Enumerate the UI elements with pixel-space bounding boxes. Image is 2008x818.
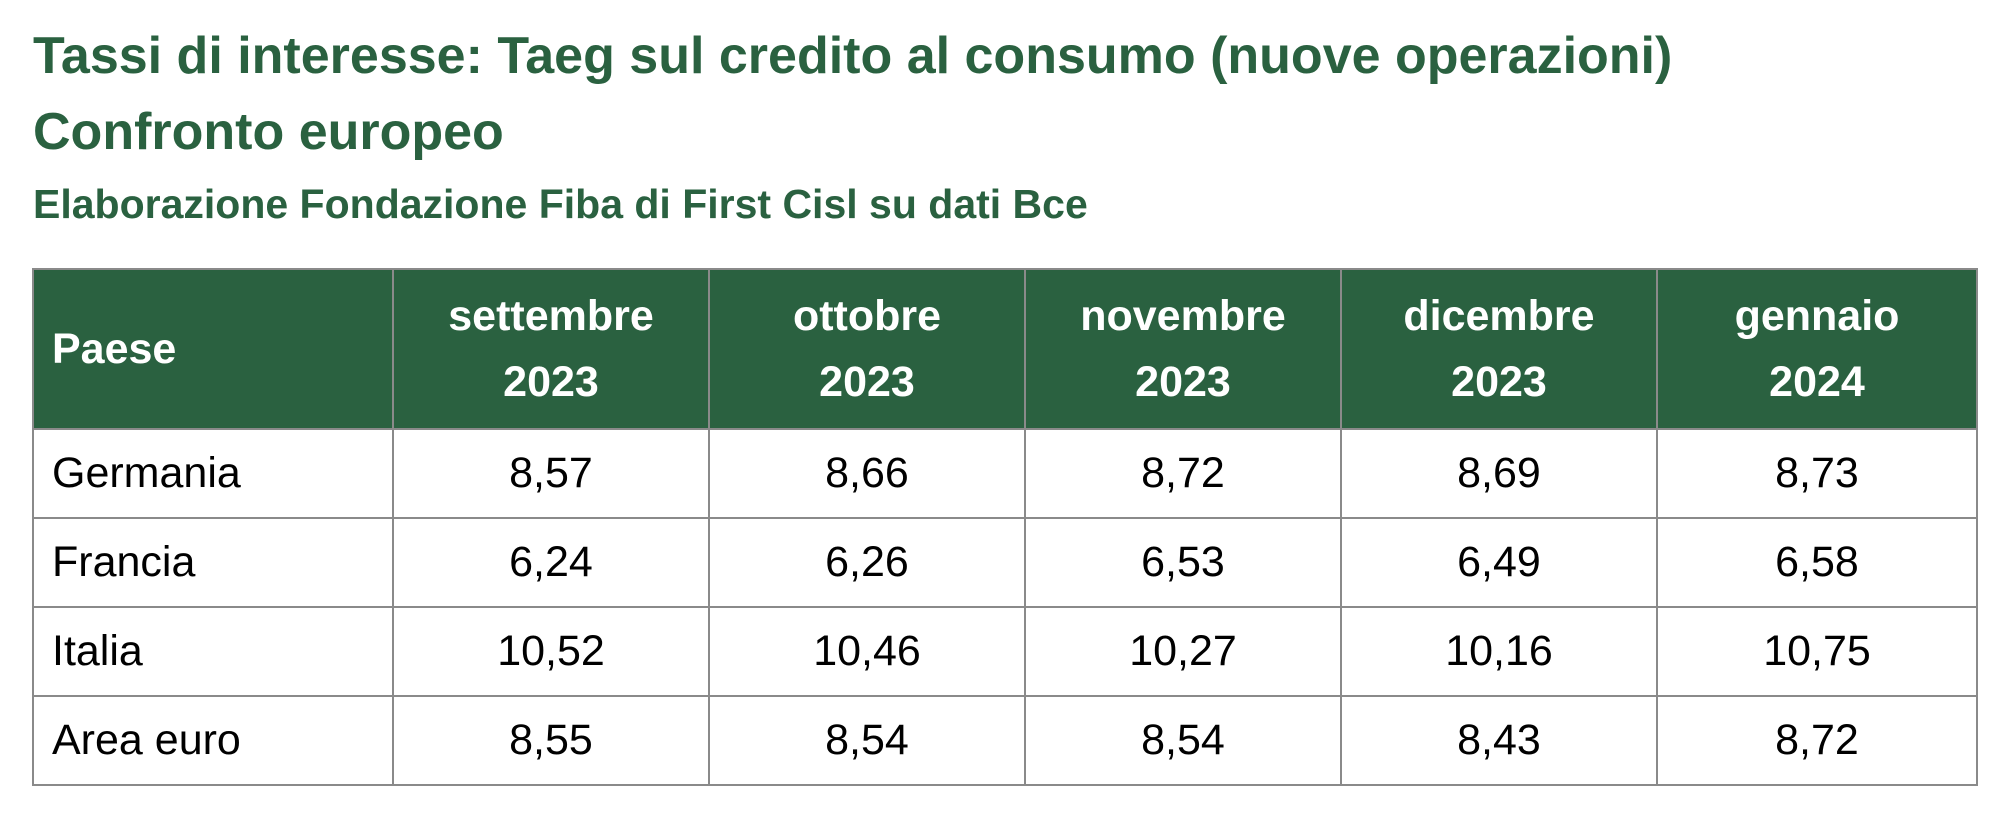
- value-cell: 8,72: [1024, 428, 1342, 519]
- header-year: 2023: [819, 358, 915, 406]
- country-cell: Francia: [32, 517, 394, 608]
- country-cell: Germania: [32, 428, 394, 519]
- value-cell: 10,27: [1024, 606, 1342, 697]
- country-cell: Italia: [32, 606, 394, 697]
- header-col-3: novembre 2023: [1024, 268, 1342, 430]
- value-cell: 6,53: [1024, 517, 1342, 608]
- value-cell: 6,58: [1656, 517, 1978, 608]
- header-col-2: ottobre 2023: [708, 268, 1026, 430]
- country-cell: Area euro: [32, 695, 394, 786]
- table-row-italia: Italia 10,52 10,46 10,27 10,16 10,75: [32, 606, 1978, 697]
- header-col-4: dicembre 2023: [1340, 268, 1658, 430]
- header-month: ottobre: [792, 292, 942, 340]
- header-col-5: gennaio 2024: [1656, 268, 1978, 430]
- value-cell: 8,54: [1024, 695, 1342, 786]
- header-row: Paese settembre 2023 ottobre 2023 novemb…: [32, 268, 1978, 430]
- value-cell: 8,43: [1340, 695, 1658, 786]
- value-cell: 8,69: [1340, 428, 1658, 519]
- header-month: dicembre: [1403, 292, 1595, 340]
- value-cell: 10,46: [708, 606, 1026, 697]
- value-cell: 8,72: [1656, 695, 1978, 786]
- page-title-line-1: Tassi di interesse: Taeg sul credito al …: [33, 27, 1673, 85]
- table-row-francia: Francia 6,24 6,26 6,53 6,49 6,58: [32, 517, 1978, 608]
- value-cell: 8,57: [392, 428, 710, 519]
- title-block: Tassi di interesse: Taeg sul credito al …: [33, 18, 1672, 234]
- interest-rate-table: Paese settembre 2023 ottobre 2023 novemb…: [32, 268, 1978, 786]
- table-row-germania: Germania 8,57 8,66 8,72 8,69 8,73: [32, 428, 1978, 519]
- value-cell: 8,73: [1656, 428, 1978, 519]
- value-cell: 10,16: [1340, 606, 1658, 697]
- header-month: novembre: [1080, 292, 1286, 340]
- value-cell: 6,26: [708, 517, 1026, 608]
- header-year: 2024: [1769, 358, 1865, 406]
- header-year: 2023: [1135, 358, 1231, 406]
- header-country: Paese: [32, 268, 394, 430]
- header-year: 2023: [1451, 358, 1547, 406]
- header-year: 2023: [503, 358, 599, 406]
- table-header: Paese settembre 2023 ottobre 2023 novemb…: [32, 268, 1978, 430]
- page-title-line-2: Confronto europeo: [33, 103, 504, 161]
- value-cell: 6,24: [392, 517, 710, 608]
- value-cell: 8,55: [392, 695, 710, 786]
- header-month: settembre: [448, 292, 654, 340]
- table-row-area-euro: Area euro 8,55 8,54 8,54 8,43 8,72: [32, 695, 1978, 786]
- value-cell: 10,75: [1656, 606, 1978, 697]
- header-col-1: settembre 2023: [392, 268, 710, 430]
- value-cell: 10,52: [392, 606, 710, 697]
- page-subtitle: Elaborazione Fondazione Fiba di First Ci…: [33, 181, 1088, 227]
- header-month: gennaio: [1734, 292, 1900, 340]
- value-cell: 6,49: [1340, 517, 1658, 608]
- value-cell: 8,66: [708, 428, 1026, 519]
- table-body: Germania 8,57 8,66 8,72 8,69 8,73 Franci…: [32, 428, 1978, 786]
- value-cell: 8,54: [708, 695, 1026, 786]
